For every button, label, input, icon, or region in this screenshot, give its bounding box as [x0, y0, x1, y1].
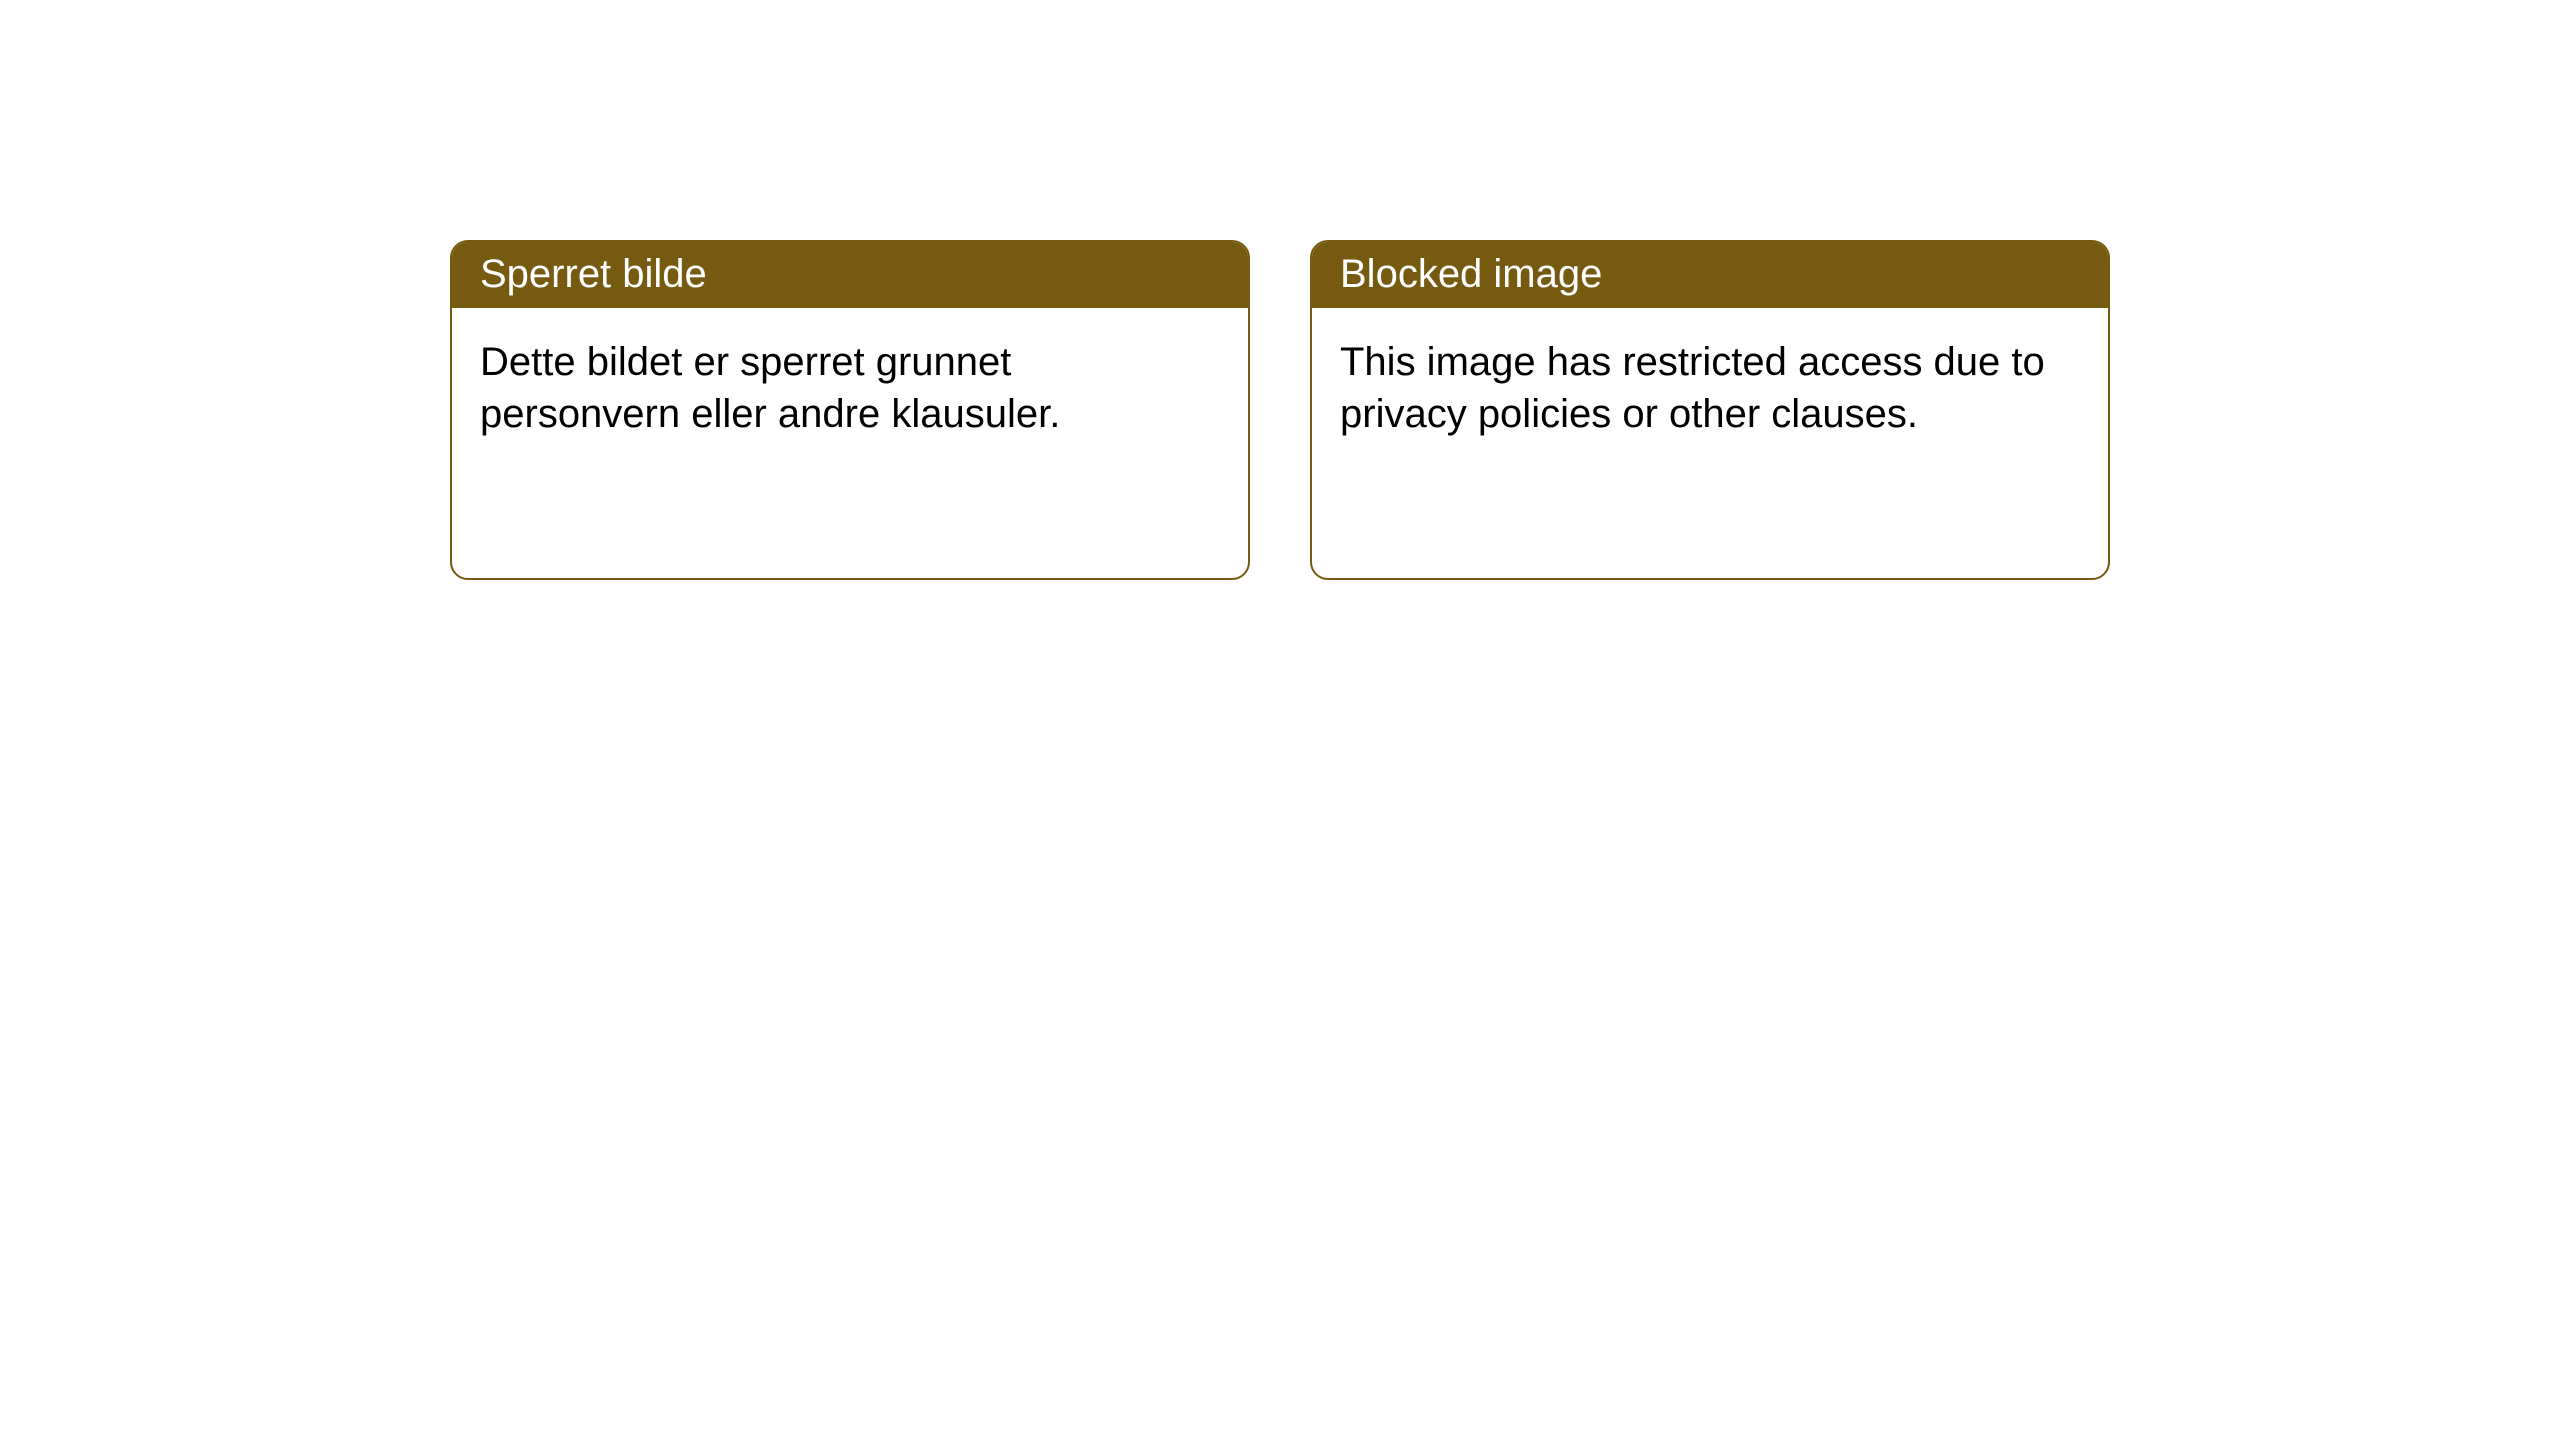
- notice-box-english: Blocked image This image has restricted …: [1310, 240, 2110, 580]
- notice-header-norwegian: Sperret bilde: [452, 242, 1248, 308]
- notice-box-norwegian: Sperret bilde Dette bildet er sperret gr…: [450, 240, 1250, 580]
- notice-container: Sperret bilde Dette bildet er sperret gr…: [0, 0, 2560, 580]
- notice-body-english: This image has restricted access due to …: [1312, 308, 2108, 468]
- notice-header-english: Blocked image: [1312, 242, 2108, 308]
- notice-body-norwegian: Dette bildet er sperret grunnet personve…: [452, 308, 1248, 468]
